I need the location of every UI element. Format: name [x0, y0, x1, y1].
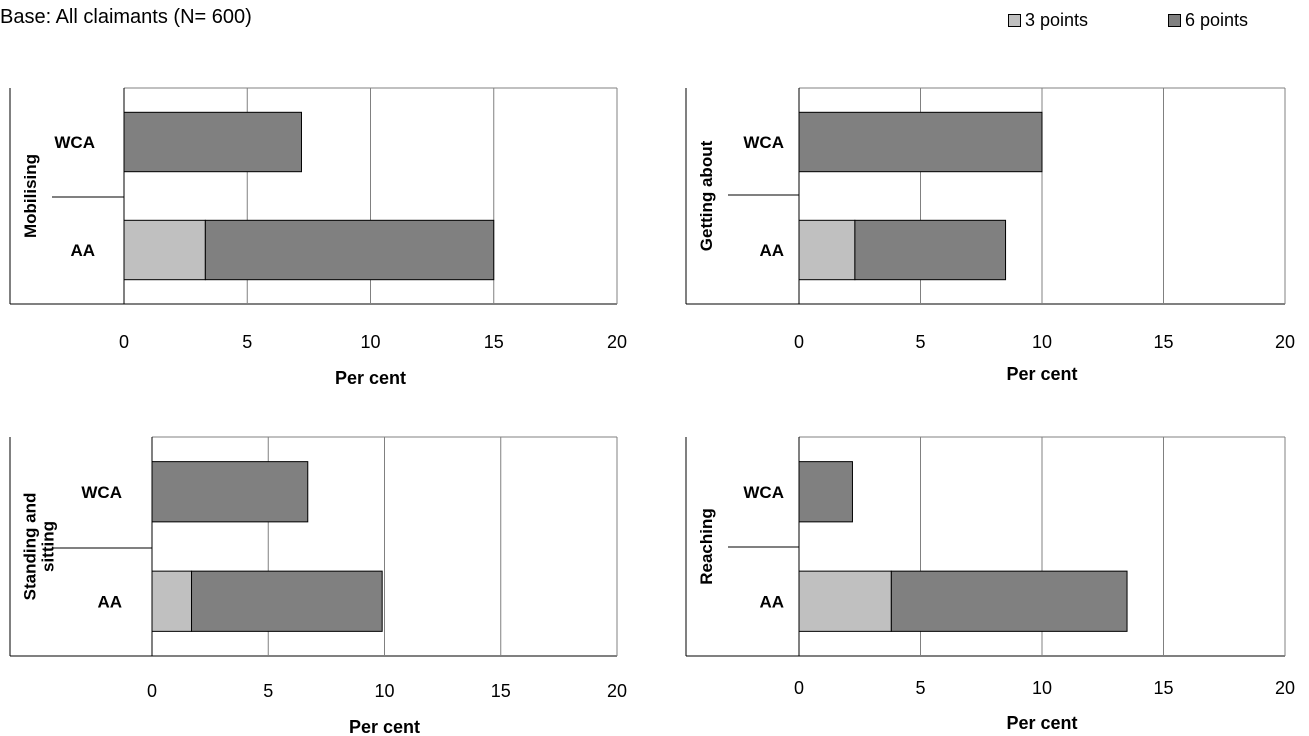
x-tick-label: 20: [1275, 332, 1295, 352]
x-tick-label: 20: [607, 681, 627, 701]
x-tick-label: 20: [607, 332, 627, 352]
x-axis-label: Per cent: [335, 368, 406, 388]
x-tick-label: 15: [1153, 678, 1173, 698]
legend-item-3-points: 3 points: [1008, 10, 1088, 31]
bar-aa-3-points: [123, 219, 206, 281]
legend-item-6-points: 6 points: [1168, 10, 1248, 31]
bar-wca-6-points: [798, 111, 1043, 173]
bar-wca-6-points: [151, 461, 309, 523]
x-tick-label: 10: [1032, 678, 1052, 698]
x-axis-label: Per cent: [349, 717, 420, 736]
panel-label: Reaching: [697, 508, 716, 585]
legend-label-6-points: 6 points: [1185, 10, 1249, 30]
legend-swatch-6-points: [1168, 14, 1181, 27]
bar-aa-6-points: [890, 570, 1128, 632]
category-label-wca: WCA: [743, 483, 784, 502]
panel-label: Mobilising: [21, 154, 40, 238]
x-tick-label: 5: [915, 332, 925, 352]
x-axis-label: Per cent: [1006, 364, 1077, 384]
category-label-aa: AA: [759, 592, 784, 611]
legend-label-3-points: 3 points: [1025, 10, 1089, 30]
base-note: Base: All claimants (N= 600): [0, 6, 252, 28]
category-label-aa: AA: [97, 592, 122, 611]
category-label-aa: AA: [70, 241, 95, 260]
x-tick-label: 5: [242, 332, 252, 352]
panel-label: Standing andsitting: [20, 493, 57, 601]
category-label-aa: AA: [759, 241, 784, 260]
x-tick-label: 0: [119, 332, 129, 352]
x-tick-label: 15: [491, 681, 511, 701]
x-tick-label: 0: [147, 681, 157, 701]
panel-label: Getting about: [697, 140, 716, 251]
bar-aa-6-points: [204, 219, 495, 281]
category-label-wca: WCA: [54, 133, 95, 152]
x-tick-label: 5: [915, 678, 925, 698]
bar-aa-3-points: [798, 570, 892, 632]
x-tick-label: 10: [1032, 332, 1052, 352]
bar-wca-6-points: [123, 111, 302, 173]
x-tick-label: 0: [794, 678, 804, 698]
bar-aa-3-points: [798, 219, 856, 281]
bar-aa-3-points: [151, 570, 193, 632]
x-tick-label: 5: [263, 681, 273, 701]
x-tick-label: 20: [1275, 678, 1295, 698]
x-tick-label: 10: [374, 681, 394, 701]
category-label-wca: WCA: [743, 133, 784, 152]
x-tick-label: 10: [360, 332, 380, 352]
bar-aa-6-points: [191, 570, 383, 632]
x-tick-label: 15: [1153, 332, 1173, 352]
x-tick-label: 15: [484, 332, 504, 352]
bar-wca-6-points: [798, 461, 853, 523]
category-label-wca: WCA: [81, 483, 122, 502]
legend-swatch-3-points: [1008, 14, 1021, 27]
bar-aa-6-points: [854, 219, 1007, 281]
x-tick-label: 0: [794, 332, 804, 352]
x-axis-label: Per cent: [1006, 713, 1077, 733]
